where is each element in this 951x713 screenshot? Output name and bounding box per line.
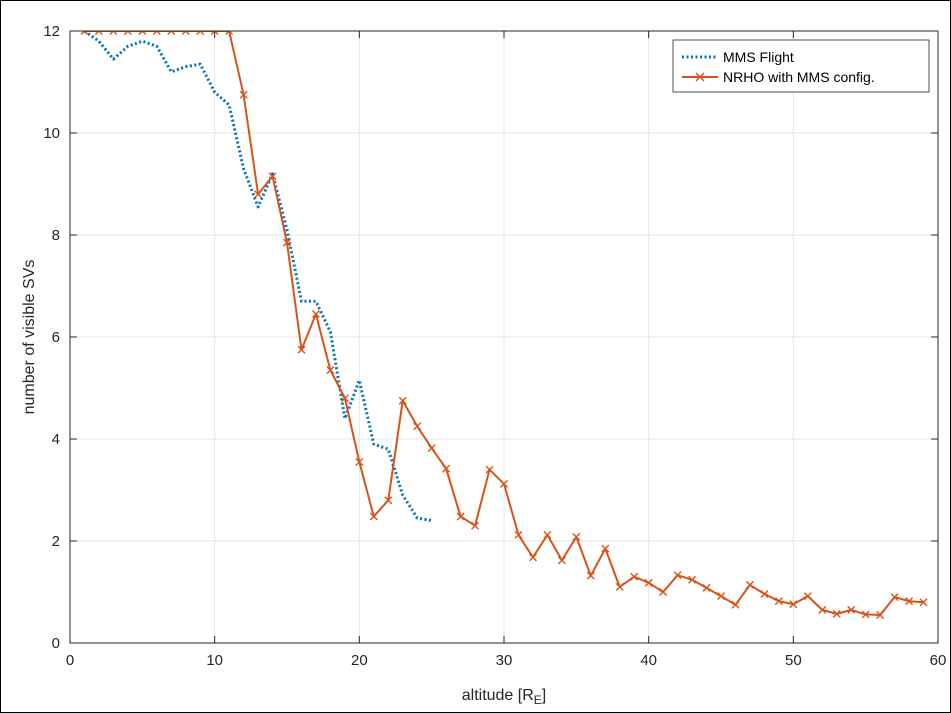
data-point xyxy=(239,90,248,99)
data-point xyxy=(890,593,899,602)
data-point xyxy=(254,190,263,199)
data-point xyxy=(500,479,508,488)
y-tick-label: 10 xyxy=(43,125,60,142)
data-point xyxy=(760,590,769,599)
data-point xyxy=(225,31,234,35)
data-point xyxy=(847,605,856,614)
data-point xyxy=(688,575,697,584)
y-tick-label: 6 xyxy=(52,329,60,346)
x-tick-label: 40 xyxy=(640,652,657,669)
data-point xyxy=(586,571,595,580)
y-tick-label: 8 xyxy=(52,227,60,244)
x-tick-label: 50 xyxy=(785,652,802,669)
data-point xyxy=(340,394,349,403)
data-point xyxy=(528,553,537,562)
data-point xyxy=(167,31,176,35)
data-point xyxy=(789,600,798,609)
data-point xyxy=(94,31,103,35)
data-point xyxy=(818,605,827,614)
data-point xyxy=(644,578,653,587)
y-tick-label: 0 xyxy=(52,635,60,652)
legend-box xyxy=(672,39,930,93)
data-point xyxy=(196,31,205,35)
data-point xyxy=(398,396,407,405)
data-point xyxy=(861,610,870,619)
legend-label-nrho: NRHO with MMS config. xyxy=(723,69,875,85)
legend: MMS Flight NRHO with MMS config. xyxy=(672,39,930,93)
x-tick-label: 0 xyxy=(66,652,74,669)
data-point xyxy=(80,31,89,35)
series-0 xyxy=(83,31,432,523)
series-1 xyxy=(80,31,928,619)
data-point xyxy=(557,556,566,565)
x-tick-label: 10 xyxy=(206,652,223,669)
data-point xyxy=(152,31,161,35)
data-point xyxy=(413,422,422,431)
data-point xyxy=(514,530,523,539)
data-point xyxy=(355,457,364,466)
data-point xyxy=(297,345,306,354)
legend-label-mms-flight: MMS Flight xyxy=(723,49,794,65)
data-point xyxy=(601,544,610,553)
series-line-0 xyxy=(83,31,432,523)
data-point xyxy=(832,609,841,618)
data-point xyxy=(731,600,740,609)
data-point xyxy=(572,532,581,541)
axis-ticks: 0 10 20 30 40 50 60 0 2 4 6 8 10 12 xyxy=(43,23,946,669)
data-point xyxy=(630,572,639,581)
data-point xyxy=(702,583,711,592)
data-point xyxy=(485,465,494,474)
data-point xyxy=(774,597,783,606)
data-point xyxy=(384,496,393,505)
data-point xyxy=(456,512,465,521)
data-point xyxy=(659,588,668,596)
y-tick-label: 4 xyxy=(52,431,60,448)
y-axis-label: number of visible SVs xyxy=(21,260,38,415)
y-tick-label: 12 xyxy=(43,23,60,40)
data-point xyxy=(311,310,320,319)
data-point xyxy=(210,31,219,35)
data-point xyxy=(803,592,812,601)
data-point xyxy=(268,172,277,181)
series-layer xyxy=(80,31,928,619)
x-tick-label: 30 xyxy=(496,652,513,669)
x-tick-label: 60 xyxy=(930,652,947,669)
data-point xyxy=(717,592,725,601)
data-point xyxy=(283,238,291,247)
x-tick-label: 20 xyxy=(351,652,368,669)
data-point xyxy=(673,571,682,580)
data-point xyxy=(919,598,928,607)
x-axis-label: altitude [RE] xyxy=(462,687,547,707)
data-point xyxy=(876,610,885,619)
data-point xyxy=(138,31,147,35)
data-point xyxy=(123,31,132,35)
data-point xyxy=(471,521,480,530)
y-tick-label: 2 xyxy=(52,533,60,550)
data-point xyxy=(326,366,335,375)
data-point xyxy=(745,580,754,589)
data-point xyxy=(543,530,552,539)
data-point xyxy=(181,31,190,35)
data-point xyxy=(442,464,451,473)
data-point xyxy=(615,582,624,591)
data-point xyxy=(109,31,118,35)
legend-marker-nrho xyxy=(695,72,705,82)
data-point xyxy=(369,512,378,521)
data-point xyxy=(427,444,436,453)
data-point xyxy=(905,597,914,606)
